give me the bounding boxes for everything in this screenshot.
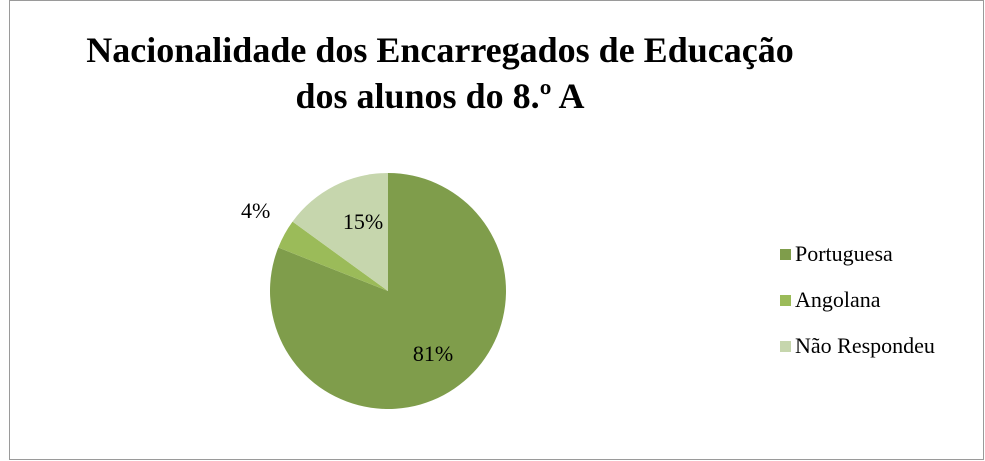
legend-swatch-nao-respondeu bbox=[780, 340, 791, 352]
chart-title-line-1: Nacionalidade dos Encarregados de Educaç… bbox=[86, 30, 794, 70]
legend-swatch-angolana bbox=[780, 294, 791, 306]
chart-title-line-2: dos alunos do 8.º A bbox=[295, 76, 585, 116]
chart-title: Nacionalidade dos Encarregados de Educaç… bbox=[60, 27, 820, 119]
chart-frame: Nacionalidade dos Encarregados de Educaç… bbox=[9, 0, 984, 460]
data-label-portuguesa: 81% bbox=[413, 341, 453, 366]
legend-label-angolana: Angolana bbox=[795, 287, 881, 312]
legend-swatch-portuguesa bbox=[780, 248, 791, 260]
pie-slice-angolana bbox=[278, 221, 388, 291]
legend-label-nao-respondeu: Não Respondeu bbox=[795, 333, 935, 358]
legend-item-portuguesa: Portuguesa bbox=[780, 231, 935, 277]
legend: Portuguesa Angolana Não Respondeu bbox=[780, 231, 935, 369]
legend-item-nao-respondeu: Não Respondeu bbox=[780, 323, 935, 369]
legend-item-angolana: Angolana bbox=[780, 277, 935, 323]
pie-slice-nao-respondeu bbox=[292, 173, 388, 291]
data-label-nao-respondeu: 15% bbox=[343, 209, 383, 234]
legend-label-portuguesa: Portuguesa bbox=[795, 241, 893, 266]
pie-chart: 81% 4% 15% bbox=[241, 173, 506, 410]
data-label-angolana: 4% bbox=[241, 198, 270, 223]
